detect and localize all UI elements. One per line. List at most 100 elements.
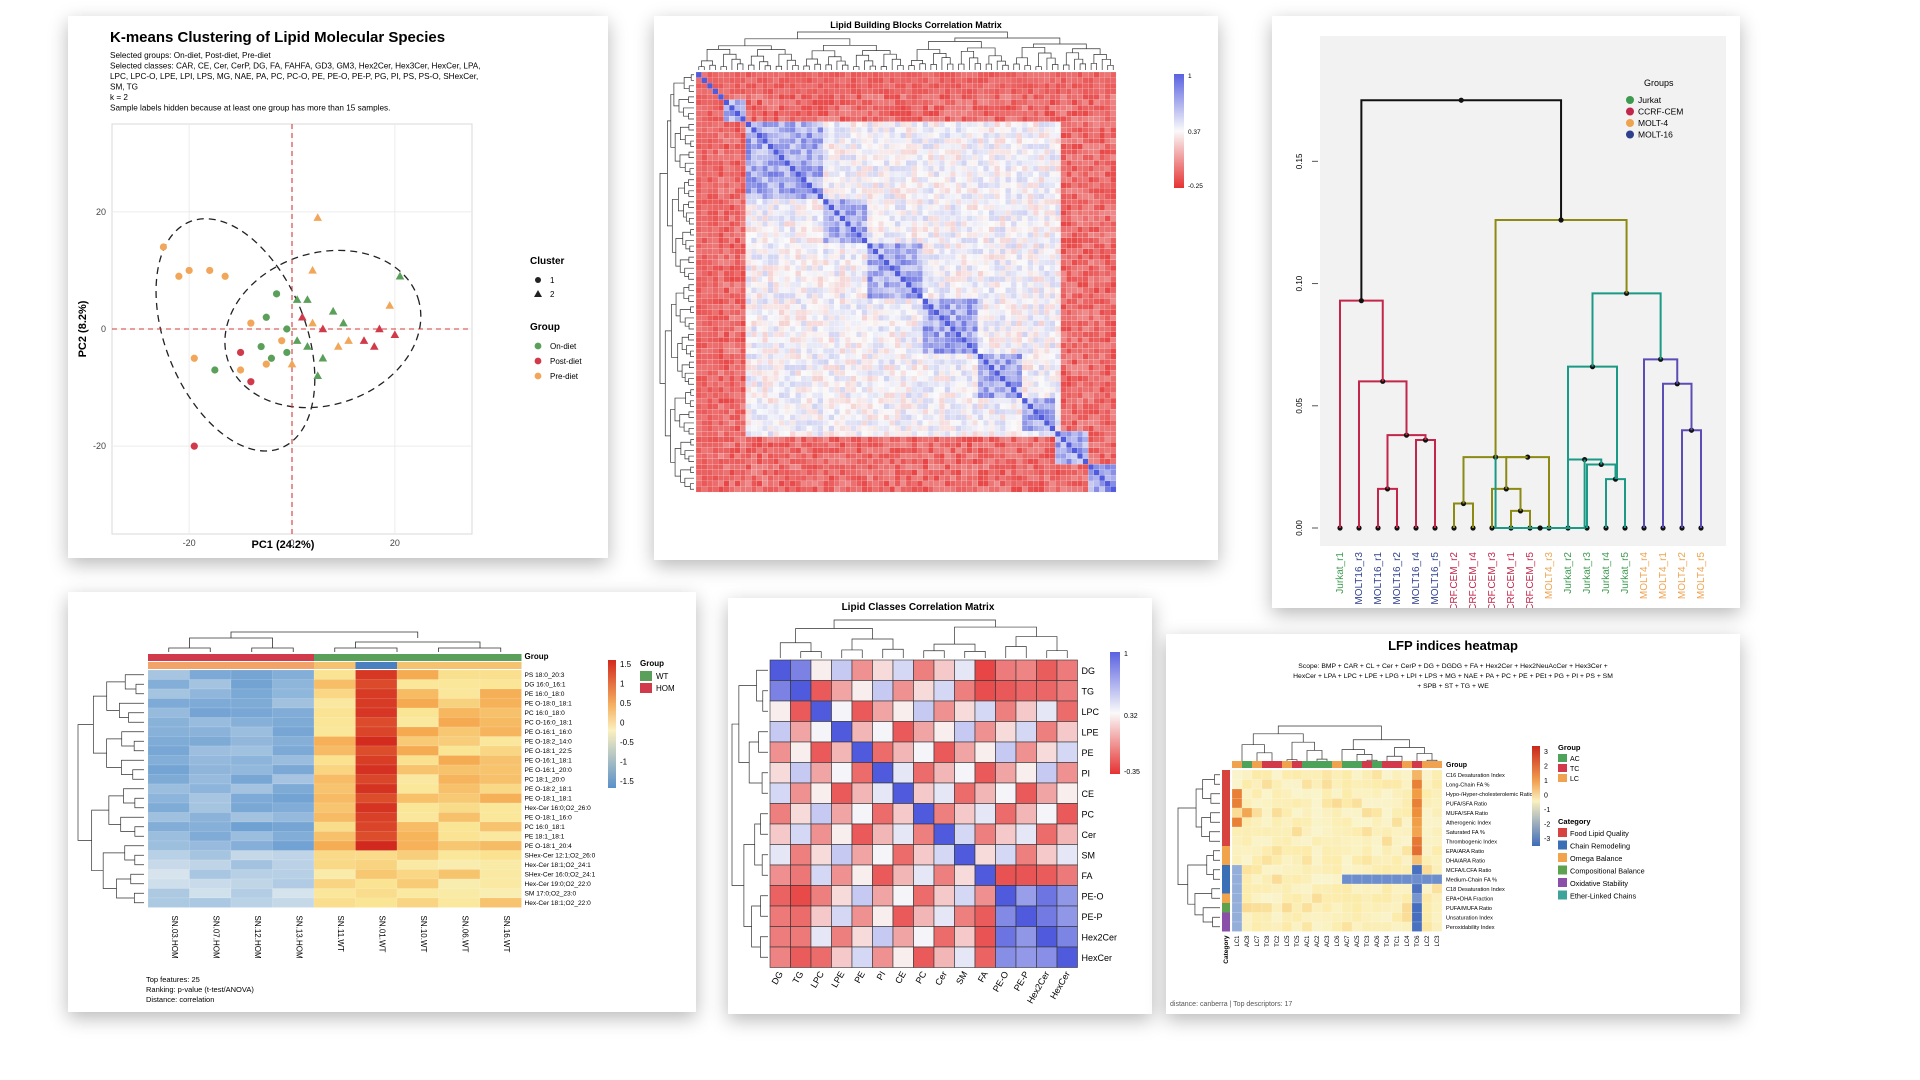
heatmap-cell (784, 243, 791, 249)
heatmap-cell (795, 248, 802, 255)
heatmap-cell (712, 116, 719, 122)
heatmap-cell (762, 105, 768, 111)
heatmap-cell (955, 304, 962, 310)
heatmap-cell (905, 414, 912, 421)
heatmap-cell (1005, 364, 1012, 371)
heatmap-cell (1104, 265, 1111, 272)
heatmap-cell (883, 375, 890, 382)
heatmap-cell (999, 88, 1006, 95)
heatmap-cell (900, 94, 907, 100)
heatmap-cell (850, 210, 857, 216)
dendrogram-branch (1072, 48, 1101, 55)
heatmap-cell (729, 99, 735, 106)
heatmap-cell (1110, 348, 1117, 354)
heatmap-cell (795, 309, 802, 316)
heatmap-cell (988, 105, 995, 111)
heatmap-cell (933, 193, 940, 200)
heatmap-cell (900, 110, 907, 117)
heatmap-cell (795, 105, 802, 111)
heatmap-cell (983, 281, 990, 288)
heatmap-cell (767, 160, 774, 167)
heatmap-cell (1044, 182, 1050, 189)
heatmap-cell (706, 165, 713, 172)
heatmap-cell (977, 265, 984, 272)
heatmap-cell (1104, 342, 1111, 349)
heatmap-cell (789, 315, 796, 321)
heatmap-cell (800, 320, 807, 327)
heatmap-cell (1049, 215, 1056, 222)
heatmap-cell (773, 342, 780, 349)
dendrogram-branch (775, 65, 783, 70)
heatmap-cell (988, 221, 995, 227)
heatmap-cell (701, 370, 708, 377)
heatmap-cell (751, 171, 757, 178)
heatmap-cell (1049, 370, 1056, 377)
heatmap-cell (839, 116, 846, 122)
heatmap-cell (889, 414, 896, 421)
heatmap-cell (1110, 281, 1117, 288)
heatmap-cell (972, 149, 978, 156)
heatmap-cell (789, 281, 796, 288)
heatmap-cell (933, 370, 940, 377)
heatmap-cell (1049, 375, 1056, 382)
heatmap-cell (911, 265, 918, 272)
heatmap-cell (1016, 165, 1023, 172)
heatmap-cell (706, 171, 713, 178)
heatmap-cell (811, 138, 818, 144)
heatmap-cell (767, 210, 774, 216)
heatmap-cell (745, 221, 752, 227)
heatmap-cell (928, 304, 934, 310)
heatmap-cell (718, 309, 724, 316)
heatmap-cell (773, 359, 780, 366)
heatmap-cell (1088, 165, 1095, 172)
heatmap-cell (845, 375, 851, 382)
heatmap-cell (872, 226, 879, 233)
heatmap-cell (1099, 315, 1106, 321)
legend-title-group: Group (530, 322, 560, 333)
heatmap-cell (817, 176, 824, 183)
heatmap-cell (1060, 71, 1067, 78)
dendrogram-branch (690, 389, 694, 396)
heatmap-cell (751, 110, 757, 117)
heatmap-cell (883, 353, 890, 360)
heatmap-cell (983, 326, 990, 332)
heatmap-cell (950, 392, 956, 399)
heatmap-cell (966, 105, 973, 111)
heatmap-cell (1005, 121, 1012, 128)
heatmap-cell (894, 348, 901, 354)
heatmap-cell (751, 397, 757, 404)
heatmap-cell (706, 88, 713, 95)
heatmap-cell (928, 99, 934, 106)
heatmap-cell (828, 364, 835, 371)
heatmap-cell (789, 304, 796, 310)
heatmap-cell (850, 304, 857, 310)
heatmap-cell (911, 409, 918, 415)
heatmap-cell (955, 270, 962, 277)
dendrogram-branch (680, 469, 691, 483)
heatmap-cell (922, 259, 929, 266)
heatmap-cell (850, 232, 857, 238)
heatmap-cell (994, 210, 1001, 216)
dendrogram-branch (688, 361, 694, 369)
heatmap-cell (1010, 409, 1017, 415)
heatmap-cell (999, 265, 1006, 272)
heatmap-cell (850, 71, 857, 78)
heatmap-cell (773, 348, 780, 354)
heatmap-cell (1049, 353, 1056, 360)
heatmap-cell (856, 193, 862, 200)
heatmap-cell (856, 397, 862, 404)
heatmap-cell (872, 342, 879, 349)
heatmap-cell (1005, 320, 1012, 327)
heatmap-cell (911, 254, 918, 261)
heatmap-cell (729, 381, 735, 388)
heatmap-cell (1005, 381, 1012, 388)
heatmap-cell (1110, 94, 1117, 100)
heatmap-cell (1055, 154, 1061, 161)
heatmap-cell (1088, 105, 1095, 111)
heatmap-cell (900, 337, 907, 343)
heatmap-cell (955, 187, 962, 194)
heatmap-cell (1044, 221, 1050, 227)
heatmap-cell (1033, 248, 1039, 255)
heatmap-cell (795, 149, 802, 156)
heatmap-cell (706, 309, 713, 316)
